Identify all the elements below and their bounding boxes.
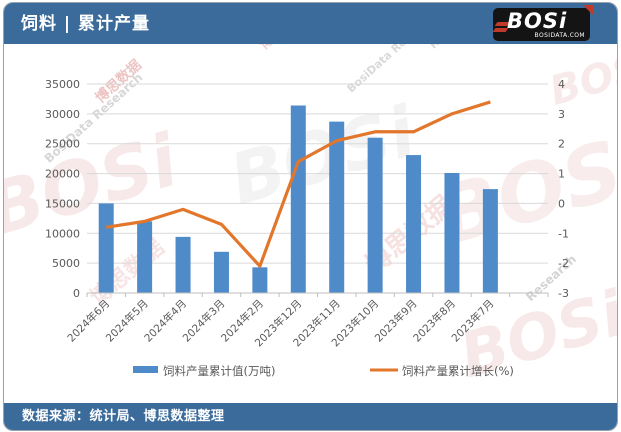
right-axis-labels: -3 -2 -1 0 1 2 3 4	[558, 78, 569, 300]
footer-bar: 数据来源：统计局、博思数据整理	[4, 403, 617, 430]
data-source-note: 数据来源：统计局、博思数据整理	[22, 409, 225, 424]
header-bar: 饲料 | 累计产量 BOSi BOSIDATA.COM	[4, 3, 617, 44]
gridlines	[87, 83, 548, 294]
bar	[213, 251, 229, 293]
bar	[482, 189, 498, 293]
bar	[137, 221, 153, 293]
left-axis-tick-label: 5000	[52, 257, 80, 270]
logo-domain-text: BOSIDATA.COM	[534, 32, 585, 39]
bar	[98, 203, 114, 293]
combo-chart: 05000100001500020000250003000035000-3-2-…	[45, 78, 569, 378]
chart-card: 博思数据 BosiData Research 博思数据 BosiData Res…	[3, 2, 618, 431]
x-axis	[86, 292, 549, 297]
right-axis-tick-label: 4	[558, 78, 565, 91]
x-axis-labels: 2024年6月2024年5月2024年4月2024年3月2024年2月2023年…	[65, 297, 497, 349]
bar	[367, 137, 383, 293]
right-axis-tick-label: -3	[558, 287, 569, 300]
bar	[175, 236, 191, 293]
growth-line	[105, 100, 491, 268]
left-axis-tick-label: 15000	[45, 197, 80, 210]
logo-brand-text: BOSi	[507, 9, 568, 33]
right-axis-tick-label: 0	[558, 197, 565, 210]
left-axis-tick-label: 10000	[45, 227, 80, 240]
bar	[444, 172, 460, 293]
right-axis-tick-label: -2	[558, 257, 569, 270]
right-axis-tick-label: 3	[558, 108, 565, 121]
legend-line-label: 饲料产量累计增长(%)	[402, 364, 514, 378]
right-axis-tick-label: 2	[558, 138, 565, 151]
bosi-logo: BOSi BOSIDATA.COM	[492, 5, 593, 41]
logo-corner-accent	[583, 5, 593, 15]
right-axis-tick-label: -1	[558, 227, 569, 240]
legend-bar-label: 饲料产量累计值(万吨)	[163, 364, 275, 378]
bar	[252, 267, 268, 293]
bar	[406, 155, 422, 293]
page-title: 饲料 | 累计产量	[21, 14, 151, 34]
right-axis-tick-label: 1	[558, 168, 565, 181]
bar-series	[98, 105, 498, 294]
bar	[290, 105, 306, 293]
bar	[329, 121, 345, 294]
left-axis-tick-label: 0	[73, 287, 80, 300]
left-axis-tick-label: 30000	[45, 108, 80, 121]
legend: 饲料产量累计值(万吨) 饲料产量累计增长(%)	[133, 364, 514, 378]
legend-bar-swatch	[133, 366, 158, 373]
left-axis-tick-label: 25000	[45, 138, 80, 151]
left-axis-tick-label: 35000	[45, 78, 80, 91]
left-axis-labels: 0 5000 10000 15000 20000 25000 30000 35000	[45, 78, 80, 300]
left-axis-tick-label: 20000	[45, 168, 80, 181]
